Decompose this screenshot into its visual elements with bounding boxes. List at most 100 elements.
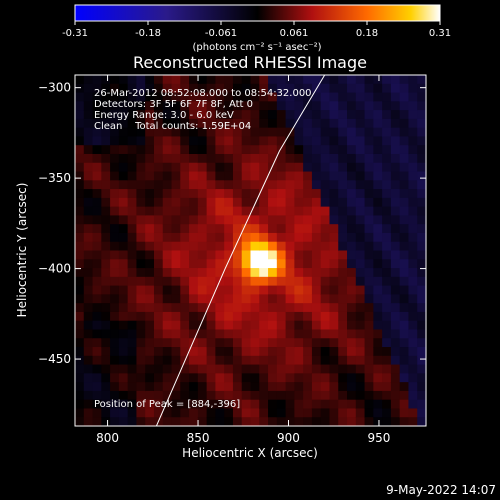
heatmap-cell — [364, 364, 374, 374]
heatmap-cell — [408, 136, 418, 146]
heatmap-cell — [92, 276, 102, 287]
plot-frame — [74, 74, 427, 427]
heatmap-cell — [338, 206, 348, 217]
heatmap-cell — [364, 83, 374, 94]
heatmap-cell — [110, 329, 120, 339]
heatmap-cell — [153, 206, 164, 217]
heatmap-cell — [241, 329, 252, 339]
heatmap-cell — [136, 206, 146, 217]
heatmap-cell — [417, 399, 426, 410]
heatmap-cell — [347, 268, 357, 278]
heatmap-cell — [417, 294, 426, 304]
heatmap-cell — [329, 110, 339, 120]
heatmap-cell — [101, 180, 111, 190]
heatmap-cell — [215, 276, 225, 287]
heatmap-cell — [364, 110, 374, 120]
heatmap-cell — [294, 311, 304, 322]
heatmap-cell — [364, 145, 374, 155]
heatmap-cell — [145, 259, 155, 269]
heatmap-cell — [250, 189, 260, 199]
heatmap-cell — [118, 408, 129, 418]
heatmap-cell — [320, 224, 331, 234]
heatmap-cell — [408, 189, 418, 199]
heatmap-cell — [364, 338, 374, 348]
heatmap-cell — [162, 338, 173, 348]
heatmap-cell — [417, 101, 426, 111]
heatmap-cell — [145, 373, 155, 383]
heatmap-cell — [268, 294, 278, 304]
heatmap-cell — [320, 276, 331, 287]
heatmap-cell — [355, 311, 366, 322]
heatmap-cell — [303, 355, 313, 366]
heatmap-cell — [136, 408, 146, 418]
heatmap-cell — [285, 153, 295, 164]
heatmap-cell — [355, 338, 366, 348]
heatmap-cell — [364, 373, 374, 383]
heatmap-cell — [197, 338, 208, 348]
heatmap-cell — [171, 268, 181, 278]
heatmap-cell — [294, 180, 304, 190]
heatmap-cell — [338, 320, 348, 331]
heatmap-cell — [329, 250, 339, 260]
heatmap-cell — [171, 232, 181, 243]
heatmap-cell — [197, 171, 208, 181]
heatmap-cell — [373, 303, 383, 313]
heatmap-cell — [92, 145, 102, 155]
heatmap-cell — [136, 136, 146, 146]
heatmap-cell — [399, 224, 410, 234]
heatmap-cell — [250, 171, 260, 181]
heatmap-cell — [250, 101, 260, 111]
heatmap-cell — [268, 364, 278, 374]
heatmap-cell — [294, 276, 304, 287]
heatmap-cell — [259, 276, 269, 287]
heatmap-cell — [145, 171, 155, 181]
heatmap-cell — [180, 294, 190, 304]
heatmap-cell — [215, 189, 225, 199]
heatmap-cell — [355, 189, 366, 199]
heatmap-cell — [268, 355, 278, 366]
heatmap-cell — [390, 417, 401, 426]
heatmap-cell — [224, 110, 234, 120]
heatmap-cell — [232, 294, 243, 304]
heatmap-cell — [127, 338, 138, 348]
heatmap-cell — [224, 250, 234, 260]
heatmap-cell — [206, 189, 217, 199]
heatmap-cell — [320, 241, 331, 252]
heatmap-cell — [268, 417, 278, 426]
heatmap-cell — [285, 83, 295, 94]
heatmap-cell — [101, 83, 111, 94]
heatmap-cell — [215, 224, 225, 234]
heatmap-cell — [399, 382, 410, 392]
heatmap-cell — [338, 329, 348, 339]
heatmap-cell — [338, 364, 348, 374]
heatmap-cell — [250, 215, 260, 225]
heatmap-cell — [382, 347, 392, 357]
heatmap-cell — [92, 197, 102, 208]
heatmap-cell — [206, 206, 217, 217]
heatmap-cell — [83, 118, 94, 129]
heatmap-cell — [338, 224, 348, 234]
heatmap-cell — [268, 382, 278, 392]
heatmap-cell — [153, 110, 164, 120]
heatmap-cell — [390, 355, 401, 366]
heatmap-cell — [250, 276, 260, 287]
heatmap-cell — [390, 224, 401, 234]
heatmap-cell — [373, 408, 383, 418]
heatmap-cell — [75, 268, 85, 278]
heatmap-cell — [408, 268, 418, 278]
heatmap-cell — [127, 285, 138, 295]
heatmap-cell — [224, 232, 234, 243]
heatmap-cell — [92, 390, 102, 401]
heatmap-cell — [206, 259, 217, 269]
heatmap-cell — [364, 276, 374, 287]
heatmap-cell — [408, 101, 418, 111]
heatmap-cell — [197, 355, 208, 366]
heatmap-cell — [417, 92, 426, 102]
heatmap-cell — [276, 83, 287, 94]
heatmap-cell — [136, 399, 146, 410]
heatmap-cell — [145, 92, 155, 102]
heatmap-cell — [189, 224, 199, 234]
heatmap-cell — [338, 303, 348, 313]
heatmap-cell — [232, 92, 243, 102]
heatmap-cell — [118, 285, 129, 295]
